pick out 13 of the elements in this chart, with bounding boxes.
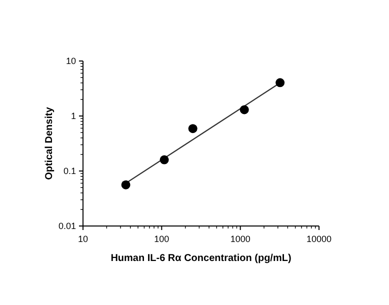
y-tick-label: 10 bbox=[66, 56, 76, 66]
y-tick-label: 1 bbox=[70, 111, 76, 121]
point bbox=[121, 180, 130, 190]
x-axis-title: Human IL-6 Rα Concentration (pg/mL) bbox=[110, 253, 292, 264]
x-tick-label: 100 bbox=[154, 234, 170, 244]
x-tick-label: 1000 bbox=[230, 234, 250, 244]
point bbox=[276, 78, 285, 88]
y-tick-label: 0.1 bbox=[63, 166, 76, 176]
y-tick-label: 0.01 bbox=[58, 221, 76, 231]
point bbox=[160, 155, 169, 164]
x-tick-label: 10 bbox=[78, 234, 88, 244]
x-tick-label: 10000 bbox=[306, 234, 332, 244]
y-axis-title: Optical Density bbox=[44, 106, 55, 180]
